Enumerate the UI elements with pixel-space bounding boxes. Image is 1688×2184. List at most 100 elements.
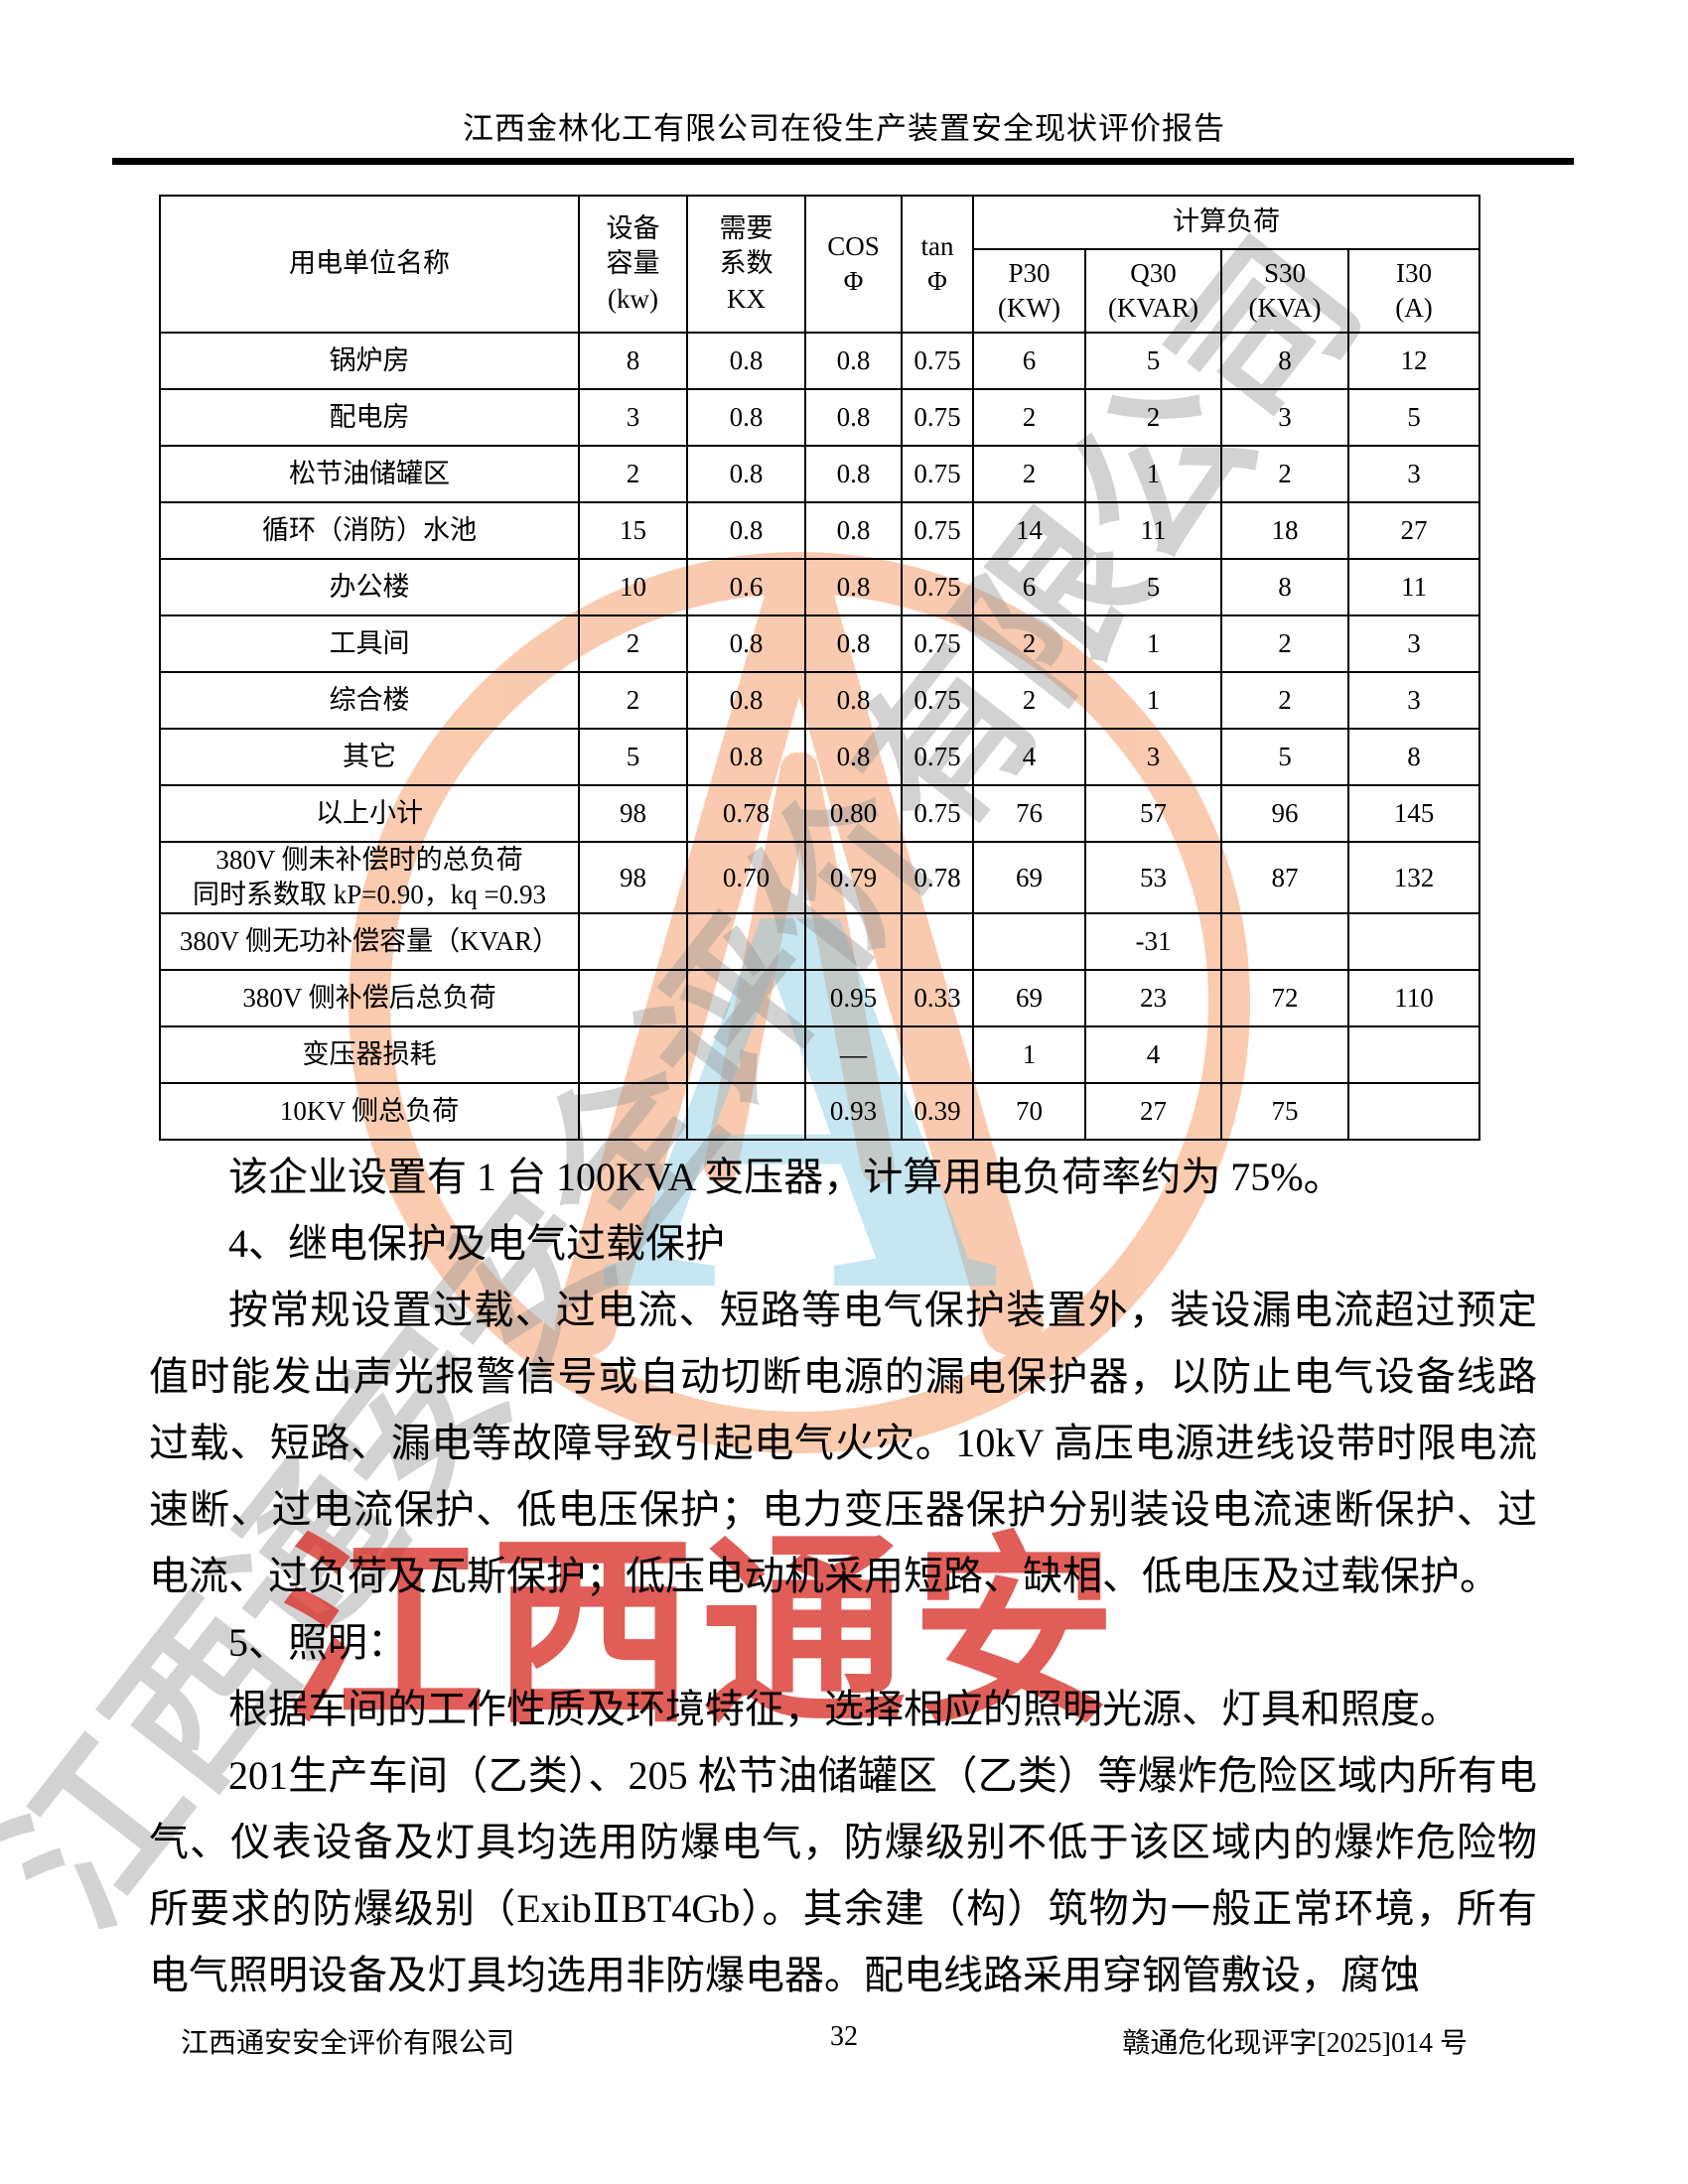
table-cell: 0.80: [804, 784, 903, 843]
table-cell: 2: [578, 671, 688, 730]
table-cell: [901, 1025, 974, 1085]
table-cell: [1220, 912, 1349, 972]
table-cell: 0.8: [686, 445, 806, 503]
table-cell: [578, 1082, 688, 1142]
table-row: 其它 5 0.8 0.8 0.75 4 3 5 8: [159, 728, 1480, 786]
table-cell: [686, 1025, 806, 1085]
table-cell: [1347, 1025, 1480, 1085]
footer-doc-number: 赣通危化现评字[2025]014 号: [1122, 2028, 1468, 2059]
table-row: 配电房 3 0.8 0.8 0.75 2 2 3 5: [159, 388, 1480, 447]
table-cell: 98: [578, 784, 688, 843]
table-cell: 2: [578, 614, 688, 673]
table-cell: [901, 912, 974, 972]
col-header-q30: Q30 (KVAR): [1084, 248, 1222, 334]
paragraph: 按常规设置过载、过电流、短路等电气保护装置外，装设漏电流超过预定值时能发出声光报…: [149, 1288, 1537, 1598]
table-cell: [686, 912, 806, 972]
table-cell: 0.8: [804, 332, 903, 390]
table-cell: [1347, 912, 1480, 972]
table-cell: 8: [578, 332, 688, 390]
footer-page-number: 32: [830, 2021, 858, 2052]
table-cell: 98: [578, 840, 688, 915]
header-divider: [112, 158, 1574, 165]
table-cell: 0.8: [804, 445, 903, 503]
table-row: 办公楼 10 0.6 0.8 0.75 6 5 8 11: [159, 558, 1480, 616]
footer-company: 江西通安安全评价有限公司: [181, 2028, 515, 2059]
table-cell: —: [804, 1025, 903, 1085]
table-cell: 0.75: [901, 784, 974, 843]
row-label: 380V 侧无功补偿容量（KVAR）: [159, 912, 580, 972]
table-cell: 0.75: [901, 671, 974, 730]
col-header-cos-phi: COS Φ: [804, 195, 903, 334]
col-header-p30: P30 (KW): [972, 248, 1086, 334]
table-cell: 2: [1084, 388, 1222, 447]
table-cell: 3: [1220, 388, 1349, 447]
row-label: 综合楼: [159, 671, 580, 730]
row-label: 10KV 侧总负荷: [159, 1082, 580, 1142]
table-cell: 70: [972, 1082, 1086, 1142]
table-cell: [578, 1025, 688, 1085]
table-cell: 3: [1347, 614, 1480, 673]
page-title: 江西金林化工有限公司在役生产装置安全现状评价报告: [463, 111, 1225, 146]
table-cell: [972, 912, 1086, 972]
table-cell: 6: [972, 558, 1086, 616]
table-cell: 0.75: [901, 614, 974, 673]
table-cell: 5: [1220, 728, 1349, 786]
table-cell: 0.70: [686, 840, 806, 915]
table-cell: 0.78: [901, 840, 974, 915]
table-cell: 3: [1347, 671, 1480, 730]
table-row: 综合楼 2 0.8 0.8 0.75 2 1 2 3: [159, 671, 1480, 730]
col-header-calc-load: 计算负荷: [972, 195, 1480, 250]
table-cell: 12: [1347, 332, 1480, 390]
table-cell: 8: [1220, 558, 1349, 616]
table-cell: 2: [1220, 671, 1349, 730]
table-cell: 1: [1084, 614, 1222, 673]
table-cell: 0.75: [901, 445, 974, 503]
table-cell: 23: [1084, 969, 1222, 1028]
table-cell: 14: [972, 501, 1086, 560]
row-label: 循环（消防）水池: [159, 501, 580, 560]
table-cell: 87: [1220, 840, 1349, 915]
table-cell: 1: [1084, 445, 1222, 503]
table-cell: 132: [1347, 840, 1480, 915]
table-cell: 0.8: [686, 614, 806, 673]
row-label: 以上小计: [159, 784, 580, 843]
table-cell: 5: [1347, 388, 1480, 447]
row-label: 工具间: [159, 614, 580, 673]
table-cell: 76: [972, 784, 1086, 843]
table-row: 松节油储罐区 2 0.8 0.8 0.75 2 1 2 3: [159, 445, 1480, 503]
table-cell: 10: [578, 558, 688, 616]
table-cell: [804, 912, 903, 972]
table-cell: 53: [1084, 840, 1222, 915]
col-header-tan-phi: tan Φ: [901, 195, 974, 334]
col-header-name: 用电单位名称: [159, 195, 580, 334]
table-row: 工具间 2 0.8 0.8 0.75 2 1 2 3: [159, 614, 1480, 673]
table-row: 380V 侧补偿后总负荷 0.95 0.33 69 23 72 110: [159, 969, 1480, 1028]
table-cell: 0.33: [901, 969, 974, 1028]
table-cell: 27: [1084, 1082, 1222, 1142]
table-cell: 57: [1084, 784, 1222, 843]
table-cell: 11: [1347, 558, 1480, 616]
table-cell: 0.6: [686, 558, 806, 616]
table-row: 循环（消防）水池 15 0.8 0.8 0.75 14 11 18 27: [159, 501, 1480, 560]
table-body: 锅炉房 8 0.8 0.8 0.75 6 5 8 12 配电房 3 0.8 0.8 0.75 2 2 3 5 松节油…: [159, 332, 1480, 1142]
table-cell: 0.8: [804, 501, 903, 560]
table-cell: 69: [972, 969, 1086, 1028]
table-cell: 0.8: [686, 671, 806, 730]
table-cell: 0.8: [804, 671, 903, 730]
col-header-demand-factor: 需要 系数 KX: [686, 195, 806, 334]
section-heading: 4、继电保护及电气过载保护: [228, 1221, 725, 1266]
table-row: 380V 侧未补偿时的总负荷 同时系数取 kP=0.90，kq =0.93 98 0…: [159, 840, 1480, 915]
paragraph: 根据车间的工作性质及环境特征，选择相应的照明光源、灯具和照度。: [228, 1687, 1460, 1731]
section-heading: 5、照明：: [228, 1620, 407, 1665]
col-header-s30: S30 (KVA): [1220, 248, 1349, 334]
table-cell: [1220, 1025, 1349, 1085]
paragraph: 201生产车间（乙类）、205 松节油储罐区（乙类）等爆炸危险区域内所有电气、仪…: [149, 1753, 1537, 1997]
table-cell: [686, 1082, 806, 1142]
col-header-capacity: 设备 容量 (kw): [578, 195, 688, 334]
table-cell: 69: [972, 840, 1086, 915]
table-cell: 0.75: [901, 728, 974, 786]
table-cell: 72: [1220, 969, 1349, 1028]
table-cell: 0.95: [804, 969, 903, 1028]
col-header-i30: I30 (A): [1347, 248, 1480, 334]
